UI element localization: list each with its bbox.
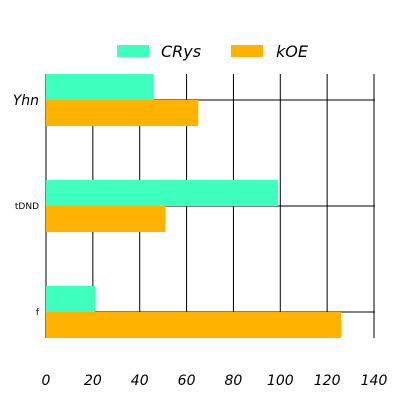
bar-koe-f — [46, 312, 342, 338]
x-tick-label: 80 — [225, 373, 243, 389]
legend-swatch-crys — [117, 45, 149, 57]
y-category-label: tDND — [15, 202, 39, 212]
legend: CRys kOE — [117, 42, 309, 61]
x-axis-ticks: 0 20 40 60 80 100 120 140 — [42, 373, 388, 389]
bar-crys-yhn — [46, 74, 154, 100]
bar-koe-tdnd — [46, 206, 166, 232]
x-tick-label: 120 — [314, 373, 341, 389]
bar-crys-f — [46, 286, 96, 312]
x-tick-label: 60 — [178, 373, 196, 389]
legend-swatch-koe — [231, 45, 263, 57]
x-tick-label: 40 — [131, 373, 149, 389]
bar-crys-tdnd — [46, 180, 278, 206]
bar-koe-yhn — [46, 100, 199, 126]
y-axis-categories: Yhn tDND f — [13, 93, 40, 318]
y-category-label: Yhn — [13, 93, 39, 109]
x-tick-label: 100 — [267, 373, 294, 389]
bars — [46, 74, 342, 338]
legend-label-koe: kOE — [276, 42, 309, 61]
legend-label-crys: CRys — [161, 42, 201, 61]
x-tick-label: 20 — [84, 373, 102, 389]
x-tick-label: 140 — [361, 373, 388, 389]
y-category-label: f — [36, 308, 40, 318]
x-tick-label: 0 — [42, 373, 51, 389]
